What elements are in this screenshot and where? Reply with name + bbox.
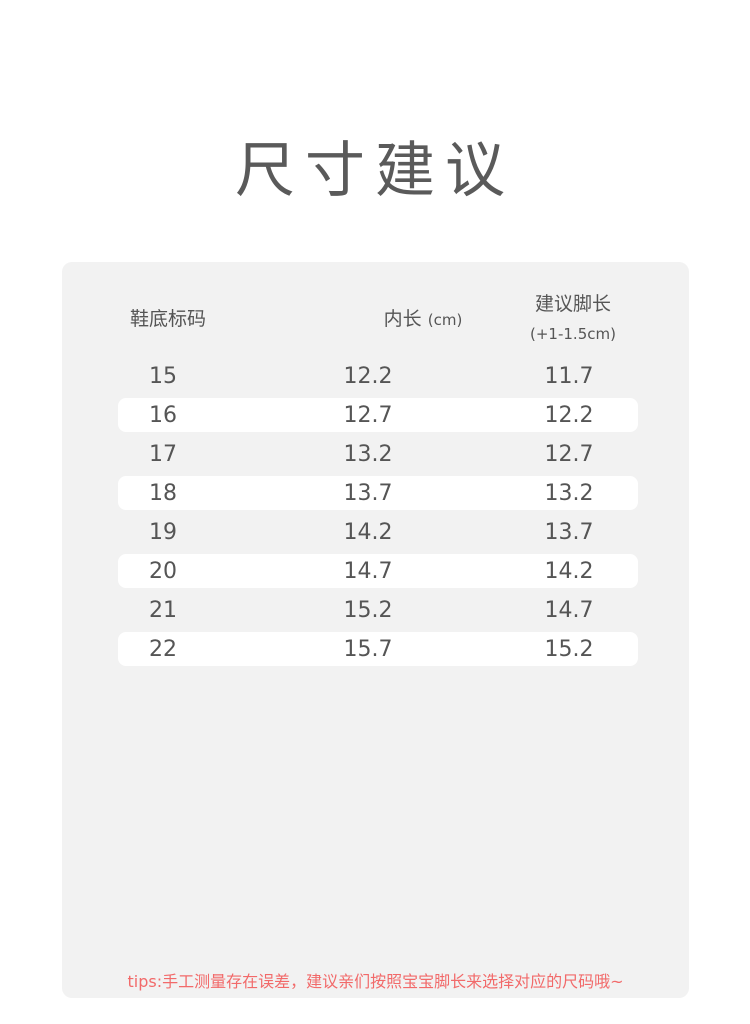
cell-inner-length: 15.7	[343, 637, 393, 662]
table-row: 19 14.2 13.7	[118, 513, 638, 552]
table-row: 16 12.7 12.2	[118, 396, 638, 435]
header-sole-size: 鞋底标码	[118, 284, 218, 354]
cell-foot-length: 14.2	[544, 559, 594, 584]
header-label: 鞋底标码	[129, 308, 206, 330]
cell-sole-size: 16	[149, 403, 177, 428]
cell-inner-length: 15.2	[343, 598, 393, 623]
header-label: 建议脚长	[534, 293, 611, 315]
header-unit: (+1-1.5cm)	[530, 325, 616, 343]
table-row: 20 14.7 14.2	[118, 552, 638, 591]
cell-sole-size: 18	[149, 481, 177, 506]
table-row: 22 15.7 15.2	[118, 630, 638, 669]
table-row: 17 13.2 12.7	[118, 435, 638, 474]
size-table-panel: 鞋底标码 内长 (cm) 建议脚长 (+1-1.5cm) 15 12.2 11.7 16…	[62, 262, 689, 998]
cell-foot-length: 12.7	[544, 442, 594, 467]
cell-sole-size: 20	[149, 559, 177, 584]
cell-sole-size: 15	[149, 364, 177, 389]
cell-foot-length: 13.7	[544, 520, 594, 545]
table-row: 21 15.2 14.7	[118, 591, 638, 630]
tips-text: tips:手工测量存在误差，建议亲们按照宝宝脚长来选择对应的尺码哦~	[127, 972, 624, 991]
cell-inner-length: 12.2	[343, 364, 393, 389]
cell-sole-size: 17	[149, 442, 177, 467]
cell-inner-length: 14.2	[343, 520, 393, 545]
cell-foot-length: 15.2	[544, 637, 594, 662]
cell-inner-length: 13.2	[343, 442, 393, 467]
header-unit: (cm)	[427, 310, 463, 329]
cell-inner-length: 14.7	[343, 559, 393, 584]
cell-inner-length: 13.7	[343, 481, 393, 506]
table-body: 15 12.2 11.7 16 12.7 12.2 17 13.2 12.7 18 13.7 13.2…	[118, 357, 638, 669]
header-inner-length: 内长 (cm)	[318, 284, 528, 354]
cell-foot-length: 12.2	[544, 403, 594, 428]
table-row: 15 12.2 11.7	[118, 357, 638, 396]
table-header: 鞋底标码 内长 (cm) 建议脚长 (+1-1.5cm)	[118, 284, 638, 354]
cell-sole-size: 19	[149, 520, 177, 545]
table-row: 18 13.7 13.2	[118, 474, 638, 513]
cell-foot-length: 13.2	[544, 481, 594, 506]
cell-inner-length: 12.7	[343, 403, 393, 428]
header-label: 内长	[383, 307, 422, 330]
cell-sole-size: 22	[149, 637, 177, 662]
header-foot-length: 建议脚长 (+1-1.5cm)	[518, 284, 628, 354]
page-title: 尺寸建议	[235, 136, 515, 206]
cell-foot-length: 14.7	[544, 598, 594, 623]
cell-foot-length: 11.7	[544, 364, 594, 389]
cell-sole-size: 21	[149, 598, 177, 623]
